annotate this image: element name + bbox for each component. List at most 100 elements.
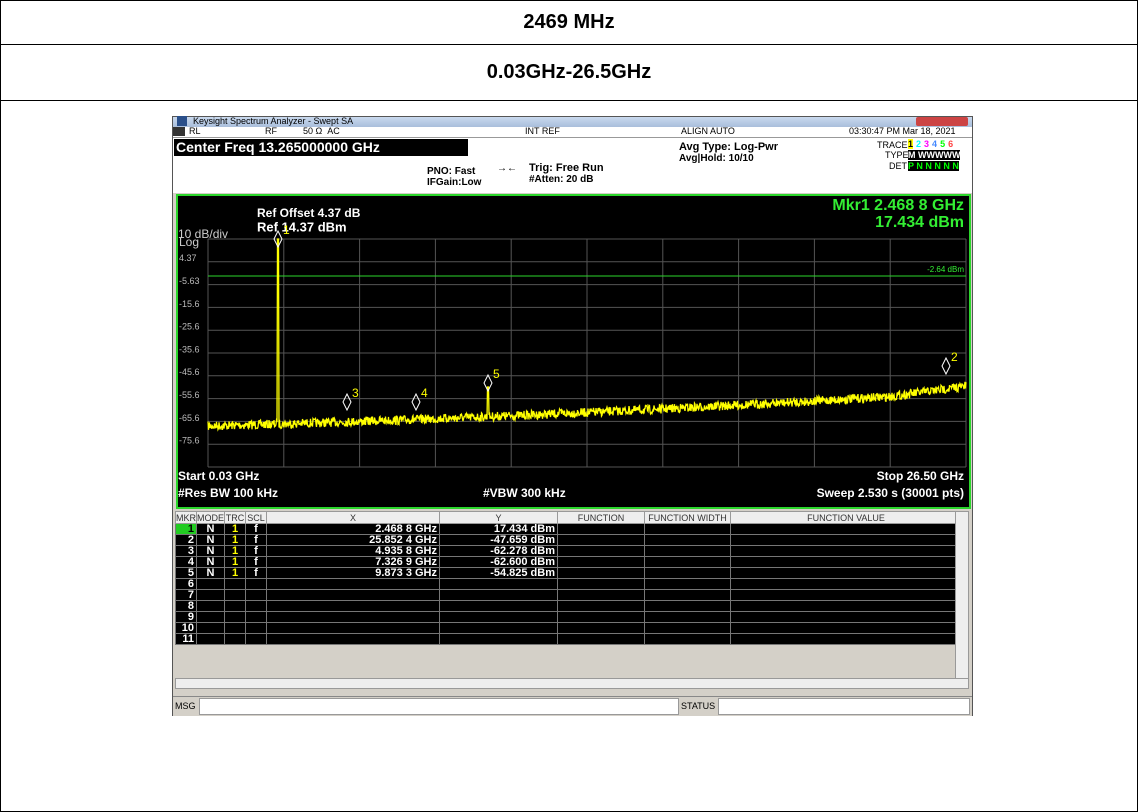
- type-value: M WWWWW: [908, 150, 961, 160]
- marker-label: 2: [951, 350, 958, 364]
- cell: 9.873 3 GHz: [266, 567, 440, 579]
- column-header: MODE: [196, 511, 225, 524]
- column-header: FUNCTION WIDTH: [644, 511, 731, 524]
- cell: 11: [175, 633, 197, 645]
- cell: 1: [175, 523, 197, 535]
- rbw: #Res BW 100 kHz: [178, 486, 278, 500]
- cell: [557, 600, 645, 612]
- cell: [245, 600, 267, 612]
- marker-diamond: [342, 392, 352, 412]
- marker-diamond: [941, 356, 951, 376]
- cell: -54.825 dBm: [439, 567, 558, 579]
- y-label: -75.6: [179, 436, 200, 446]
- cell: [557, 545, 645, 557]
- table-header: MKR MODE TRC SCL X Y FUNCTION FUNCTION WIDTH FUN…: [175, 511, 962, 524]
- trace-number: 1: [908, 139, 914, 149]
- cell: 3: [175, 545, 197, 557]
- cell: [439, 633, 558, 645]
- cell: f: [245, 545, 267, 557]
- empty-row: 7: [175, 589, 962, 601]
- trace-number: 6: [948, 139, 954, 149]
- column-header: SCL: [245, 511, 267, 524]
- cell: [644, 567, 731, 579]
- cell: [557, 523, 645, 535]
- ifgain: IFGain:Low: [427, 177, 482, 188]
- empty-row: 6: [175, 578, 962, 590]
- center-freq[interactable]: Center Freq 13.265000000 GHz: [174, 139, 468, 156]
- marker-row: 5 N 1 f 9.873 3 GHz -54.825 dBm: [175, 567, 962, 579]
- log: Log: [179, 235, 199, 249]
- vbw: #VBW 300 kHz: [483, 486, 566, 500]
- status-item: RF: [265, 126, 277, 136]
- cell: [730, 622, 962, 634]
- marker-diamond: [411, 392, 421, 412]
- cell: [644, 556, 731, 568]
- marker-readout: Mkr1 2.468 8 GHz: [832, 197, 964, 214]
- status-item: INT REF: [525, 126, 560, 136]
- empty-row: 11: [175, 633, 962, 645]
- cell: [266, 611, 440, 623]
- cell: [730, 534, 962, 546]
- cell: [196, 633, 225, 645]
- cell: [730, 600, 962, 612]
- pno: PNO: Fast: [427, 166, 476, 177]
- cell: [224, 633, 246, 645]
- cell: [644, 633, 731, 645]
- cell: [439, 622, 558, 634]
- cell: [266, 589, 440, 601]
- cell: [266, 600, 440, 612]
- marker-row: 3 N 1 f 4.935 8 GHz -62.278 dBm: [175, 545, 962, 557]
- marker-table: MKR MODE TRC SCL X Y FUNCTION FUNCTION WIDTH FUN…: [175, 511, 962, 645]
- status-item: RL: [189, 126, 201, 136]
- empty-row: 8: [175, 600, 962, 612]
- status: STATUS: [681, 701, 716, 711]
- atten: #Atten: 20 dB: [529, 174, 594, 185]
- cell: [730, 523, 962, 535]
- cell: 2.468 8 GHz: [266, 523, 440, 535]
- column-header: FUNCTION: [557, 511, 645, 524]
- msg: MSG: [175, 701, 196, 711]
- cell: [644, 589, 731, 601]
- marker-row: 2 N 1 f 25.852 4 GHz -47.659 dBm: [175, 534, 962, 546]
- h-scrollbar[interactable]: [175, 678, 969, 689]
- trig: Trig: Free Run: [529, 162, 604, 174]
- cell: [245, 611, 267, 623]
- doc-title: 2469 MHz: [0, 0, 1138, 45]
- status-bar: RL RF 50 Ω AC INT REF ALIGN AUTO 03:30:4…: [173, 126, 972, 138]
- avg-hold: Avg|Hold: 10/10: [679, 153, 754, 164]
- cell: [644, 578, 731, 590]
- marker-diamond: [483, 373, 493, 393]
- avg-type: Avg Type: Log-Pwr: [679, 141, 778, 153]
- cell: [644, 611, 731, 623]
- window-controls[interactable]: [916, 117, 968, 126]
- cell: -62.278 dBm: [439, 545, 558, 557]
- cell: [557, 633, 645, 645]
- marker-label: 1: [283, 223, 290, 237]
- cell: -62.600 dBm: [439, 556, 558, 568]
- y-label: -45.6: [179, 367, 200, 377]
- v-scrollbar[interactable]: [955, 511, 969, 683]
- cell: 1: [224, 534, 246, 546]
- cell: N: [196, 545, 225, 557]
- column-header: MKR: [175, 511, 197, 524]
- cell: [224, 611, 246, 623]
- cell: [196, 589, 225, 601]
- y-label: -25.6: [179, 322, 200, 332]
- cell: [557, 589, 645, 601]
- status-item: ALIGN AUTO: [681, 126, 735, 136]
- stop-freq: Stop 26.50 GHz: [877, 469, 964, 483]
- cell: [730, 633, 962, 645]
- marker-row: 4 N 1 f 7.326 9 GHz -62.600 dBm: [175, 556, 962, 568]
- trace-number: 4: [932, 139, 938, 149]
- ref-level: Ref 14.37 dBm: [257, 219, 347, 234]
- cell: [266, 633, 440, 645]
- y-label: -55.6: [179, 390, 200, 400]
- cell: [439, 611, 558, 623]
- y-label: -5.63: [179, 276, 200, 286]
- trace-label: TRACE: [877, 140, 908, 150]
- cell: [730, 589, 962, 601]
- cell: 8: [175, 600, 197, 612]
- cell: [196, 600, 225, 612]
